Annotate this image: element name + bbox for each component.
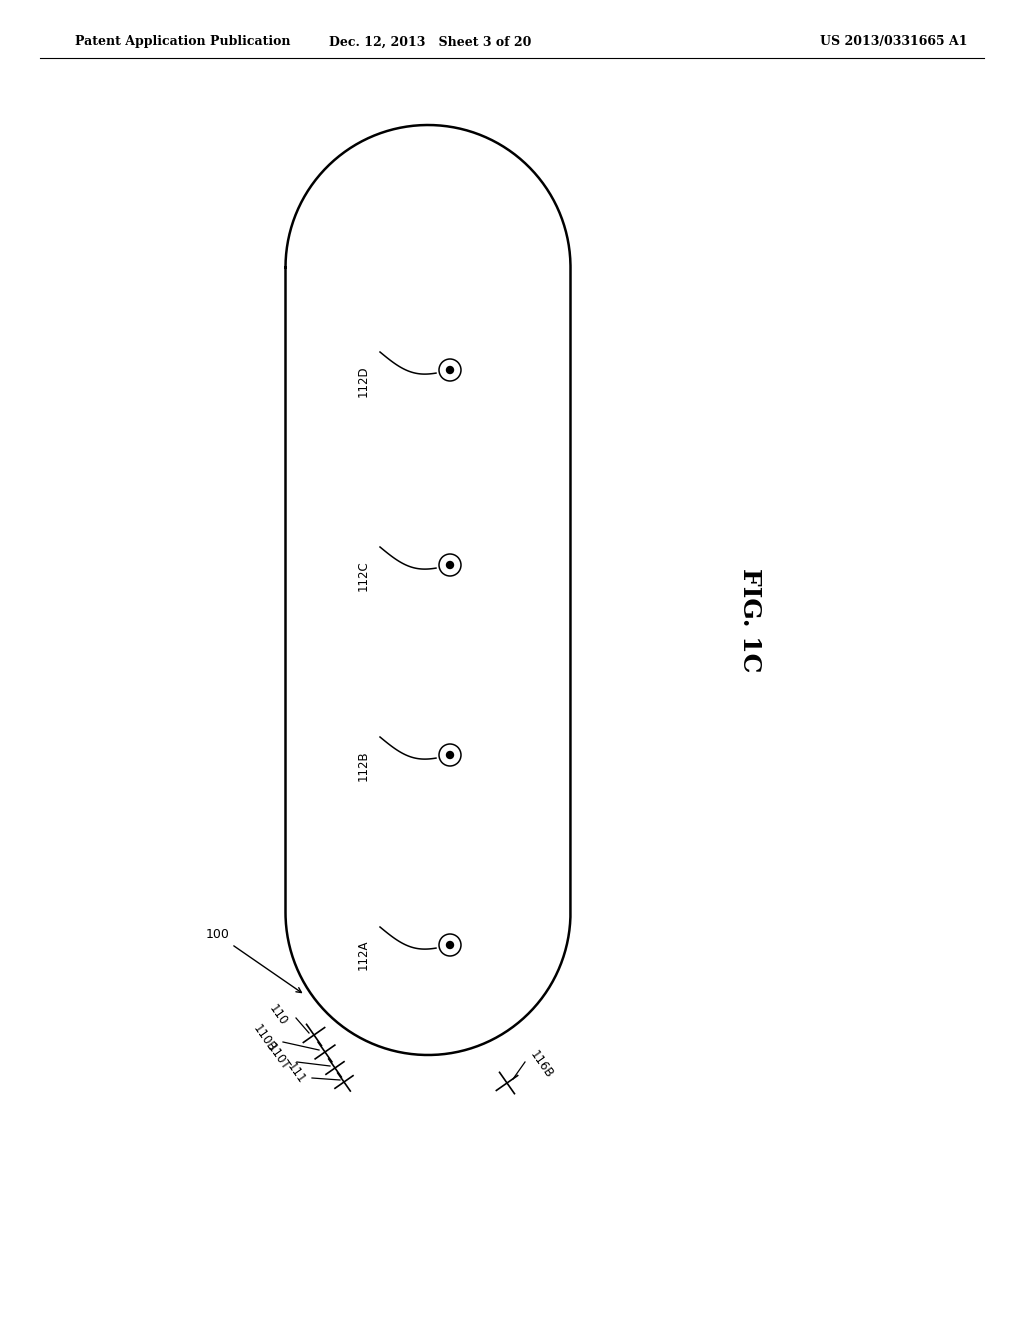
Text: Patent Application Publication: Patent Application Publication [75, 36, 291, 49]
Circle shape [446, 941, 454, 949]
Text: FIG. 1C: FIG. 1C [738, 568, 762, 672]
Text: 116B: 116B [527, 1048, 555, 1081]
Circle shape [446, 561, 454, 569]
Text: US 2013/0331665 A1: US 2013/0331665 A1 [820, 36, 968, 49]
Text: 112B: 112B [356, 750, 370, 780]
Text: 110: 110 [266, 1002, 290, 1028]
Circle shape [446, 367, 454, 374]
Text: Dec. 12, 2013   Sheet 3 of 20: Dec. 12, 2013 Sheet 3 of 20 [329, 36, 531, 49]
Text: 112C: 112C [356, 560, 370, 591]
Circle shape [446, 751, 454, 759]
Text: 100: 100 [206, 928, 301, 993]
Text: 112A: 112A [356, 940, 370, 970]
Text: 112D: 112D [356, 366, 370, 396]
Text: 110B: 110B [250, 1022, 278, 1055]
Text: 110T: 110T [264, 1041, 292, 1073]
Text: 111: 111 [285, 1060, 308, 1086]
